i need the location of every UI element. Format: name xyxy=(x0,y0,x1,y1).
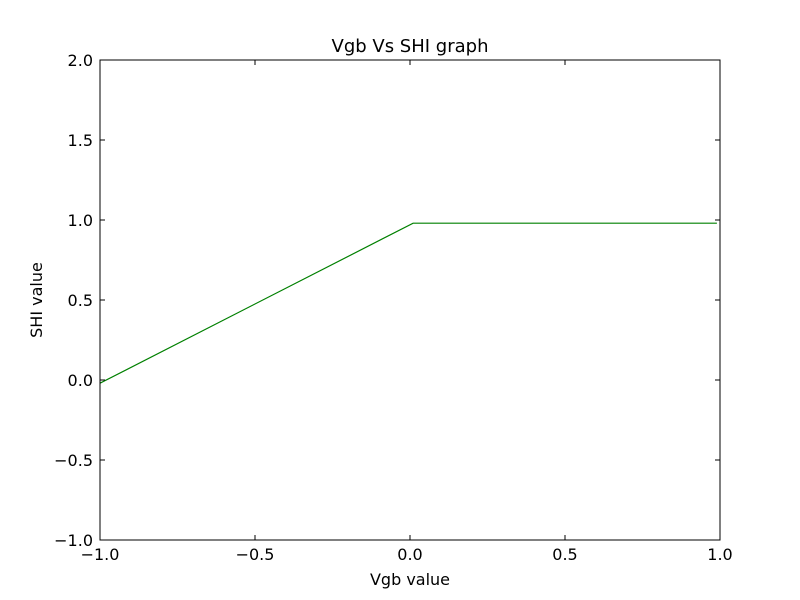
y-tick-label: 2.0 xyxy=(68,51,93,70)
x-tick-label: 0.0 xyxy=(397,545,422,564)
x-tick-label: 1.0 xyxy=(707,545,732,564)
x-tick-label: −1.0 xyxy=(81,545,120,564)
y-tick-label: 0.5 xyxy=(68,291,93,310)
y-tick-label: −1.0 xyxy=(54,531,93,550)
x-axis-label: Vgb value xyxy=(370,570,450,589)
x-tick-label: 0.5 xyxy=(552,545,577,564)
y-axis-label: SHI value xyxy=(27,262,46,338)
plot-area: −1.0 −0.5 0.0 0.5 1.0 −1.0 −0.5 0.0 0.5 1.0 1.5 2.0 xyxy=(54,51,733,564)
x-tick-label: −0.5 xyxy=(236,545,275,564)
y-tick-label: −0.5 xyxy=(54,451,93,470)
y-tick-label: 0.0 xyxy=(68,371,93,390)
y-tick-label: 1.0 xyxy=(68,211,93,230)
chart-title: Vgb Vs SHI graph xyxy=(332,36,489,57)
series-line-0 xyxy=(99,222,717,384)
y-tick-label: 1.5 xyxy=(68,131,93,150)
